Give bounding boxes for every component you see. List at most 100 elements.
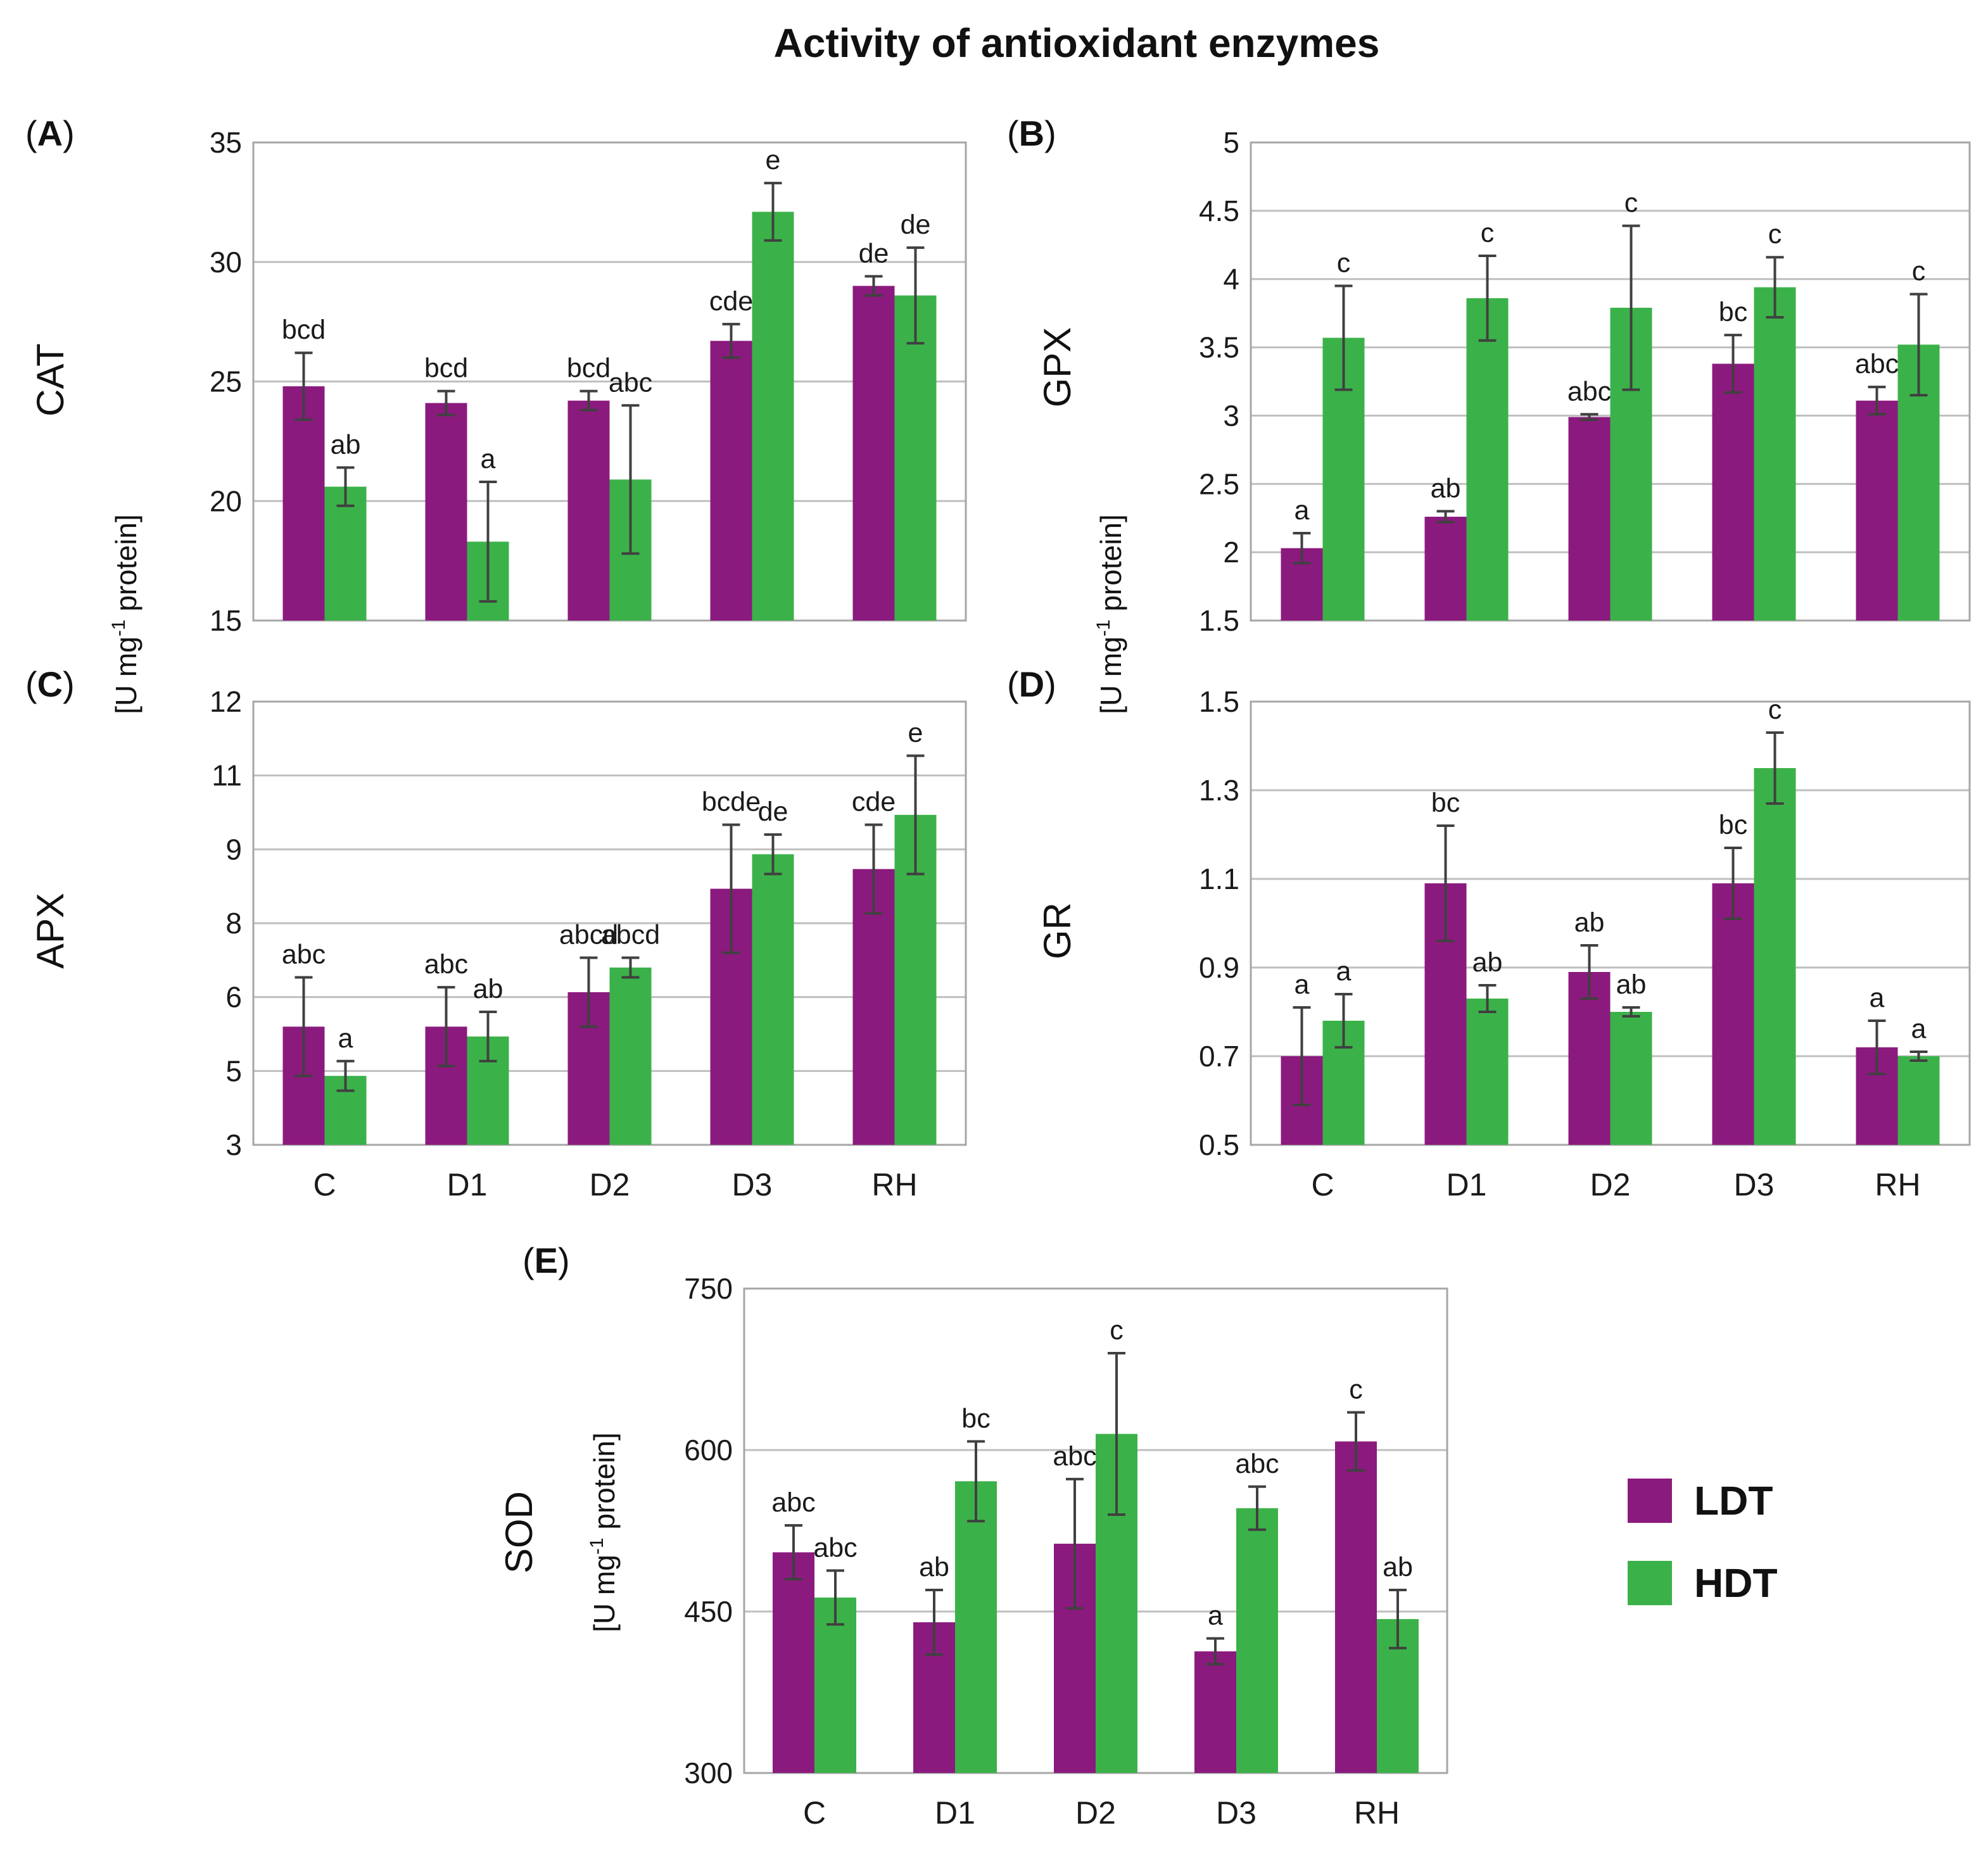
y-tick-label: 11 [212,759,242,792]
significance-letter: abc [771,1487,815,1518]
y-axis-enzyme-label: CAT [29,343,72,417]
y-tick-label: 12 [210,685,242,718]
x-tick-label: C [1311,1167,1334,1202]
x-tick-label: D2 [1075,1795,1116,1831]
significance-letter: e [908,718,923,748]
significance-letter: ab [1574,907,1605,938]
bar-ldt-c [773,1552,814,1773]
significance-letter: abcd [559,919,618,950]
significance-letter: bc [1431,788,1460,818]
panel-label: (E) [522,1240,570,1280]
x-tick-label: RH [1875,1167,1920,1202]
significance-letter: a [1208,1601,1223,1631]
y-tick-label: 3 [225,1128,242,1161]
bar-ldt-d2 [1568,972,1611,1145]
bar-hdt-d3 [1236,1508,1278,1773]
significance-letter: a [1295,969,1310,1000]
legend-swatch-ldt [1628,1479,1672,1523]
bar-ldt-c [282,386,325,621]
y-tick-label: 1.5 [1199,685,1239,718]
significance-letter: ab [919,1552,949,1582]
significance-letter: c [1481,218,1495,248]
bar-ldt-d3 [1712,363,1754,621]
legend: LDT HDT [1628,1478,1778,1606]
x-tick-label: D1 [447,1167,488,1202]
unit-superscript: -1 [108,619,129,636]
y-tick-label: 300 [684,1757,733,1789]
significance-letter: cde [852,786,896,817]
y-tick-label: 600 [684,1434,733,1467]
significance-letter: bcd [567,353,611,384]
y-axis-enzyme-label: GPX [1036,327,1079,408]
significance-letter: bcd [282,315,326,345]
panel-e: 300 450 600 750 abc abc Cab bc D1 abc c D2 a abc D3 c ab… [498,1240,1448,1831]
bar-ldt-rh [852,869,895,1145]
y-tick-label: 5 [1223,126,1239,159]
bar-hdt-d1 [1466,999,1509,1145]
y-tick-label: 9 [225,833,242,866]
significance-letter: c [1768,695,1782,725]
significance-letter: abc [1235,1449,1279,1479]
unit-prefix: [U mg [110,636,142,714]
y-axis-unit-label: [U mg-1 protein] [586,1432,621,1632]
legend-label-hdt: HDT [1694,1560,1778,1606]
y-tick-label: 0.9 [1199,951,1239,984]
y-tick-label: 35 [210,126,242,159]
significance-letter: bc [961,1403,990,1434]
significance-letter: ab [1431,473,1461,503]
panel-b: 1.522.533.544.55acabcabccbccabcc(B)GPX[U… [1007,113,1971,714]
y-tick-label: 8 [225,907,242,940]
significance-letter: cde [709,286,753,317]
bar-hdt-rh [894,295,937,621]
bar-ldt-d1 [1424,517,1467,621]
x-tick-label: RH [871,1167,917,1202]
y-tick-label: 30 [210,246,242,279]
significance-letter: a [1911,1014,1927,1044]
significance-letter: de [758,797,788,827]
significance-letter: abc [424,949,468,980]
y-tick-label: 4.5 [1199,194,1239,227]
significance-letter: a [338,1023,353,1054]
x-tick-label: D1 [1447,1167,1487,1202]
significance-letter: a [1336,956,1352,987]
significance-letter: c [1768,219,1782,249]
x-tick-label: D1 [935,1795,975,1831]
unit-superscript: -1 [586,1537,607,1555]
significance-letter: abc [282,940,326,970]
significance-letter: de [859,238,889,268]
panel-label: (C) [25,664,75,704]
legend-swatch-hdt [1628,1561,1672,1605]
significance-letter: bcd [424,353,468,384]
y-axis-unit-label: [U mg-1 protein] [108,514,142,714]
significance-letter: c [1624,188,1638,218]
bar-ldt-d3 [710,341,752,621]
significance-letter: bc [1719,810,1747,840]
significance-letter: ab [1472,947,1503,978]
y-axis-enzyme-label: APX [29,893,72,969]
y-tick-label: 20 [210,484,242,517]
panel-c: 356891112abcaCabcabD1abcdabcdD2bcdedeD3c… [25,664,967,1202]
unit-suffix: protein] [1094,514,1127,619]
y-tick-label: 2 [1223,536,1239,569]
significance-letter: de [901,210,931,240]
significance-letter: abc [1567,376,1611,407]
significance-letter: c [1912,256,1926,286]
bar-ldt-d3 [1712,883,1754,1145]
y-tick-label: 25 [210,365,242,398]
y-tick-label: 3.5 [1199,331,1239,364]
x-tick-label: D3 [732,1167,773,1202]
bar-hdt-d3 [1754,768,1796,1145]
bar-ldt-rh [1856,400,1898,621]
significance-letter: abc [1855,349,1899,379]
bar-ldt-d1 [425,403,467,621]
significance-letter: ab [1616,969,1647,1000]
y-tick-label: 6 [225,981,242,1014]
bar-hdt-c [814,1597,856,1773]
y-axis-enzyme-label: SOD [498,1491,540,1574]
x-tick-label: D2 [1590,1167,1631,1202]
significance-letter: ab [473,974,503,1004]
bar-hdt-d1 [955,1481,997,1773]
significance-letter: c [1349,1375,1363,1405]
y-tick-label: 4 [1223,263,1239,296]
